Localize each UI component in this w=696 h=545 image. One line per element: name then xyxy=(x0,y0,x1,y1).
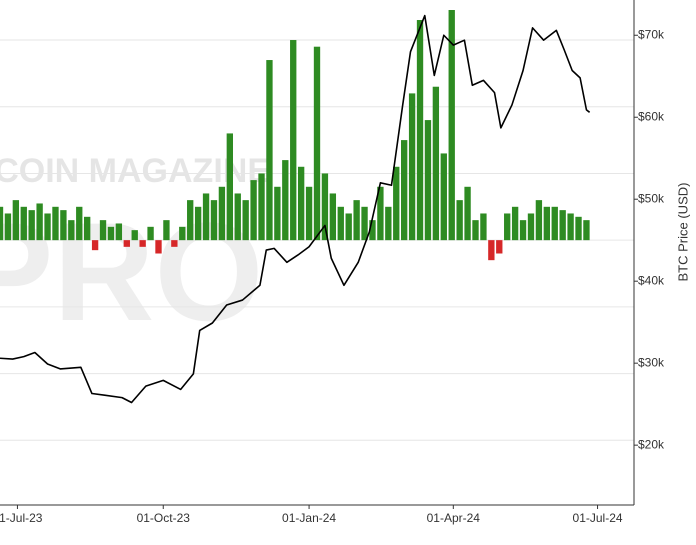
flow-bar xyxy=(353,200,360,241)
flow-bar xyxy=(147,226,154,241)
y-tick-label: $20k xyxy=(638,437,665,451)
flow-bar xyxy=(4,213,12,241)
flow-bar xyxy=(472,220,479,241)
flow-bar xyxy=(416,20,424,241)
flow-bar xyxy=(266,60,273,241)
flow-bar xyxy=(385,206,392,241)
flow-bar xyxy=(36,203,43,241)
flow-bar xyxy=(424,120,432,241)
flow-bar xyxy=(480,213,487,241)
flow-bar xyxy=(218,186,226,241)
flow-bar xyxy=(226,133,233,241)
flow-bar xyxy=(329,193,337,241)
flow-bar xyxy=(464,186,471,241)
flow-bar xyxy=(527,213,535,241)
flow-bar xyxy=(313,46,321,241)
flow-bar xyxy=(60,210,67,241)
flow-bar xyxy=(52,206,59,241)
flow-bar xyxy=(290,40,297,241)
flow-bar xyxy=(131,230,138,241)
flow-bar xyxy=(519,220,527,241)
flow-bar xyxy=(163,220,170,241)
watermark-brand: BITCOIN MAGAZINE xyxy=(0,152,270,190)
flow-bar xyxy=(76,206,83,241)
flow-bar xyxy=(361,206,368,241)
flow-bar xyxy=(123,240,130,247)
flow-bar xyxy=(377,186,384,241)
flow-bar xyxy=(511,206,519,241)
flow-bar xyxy=(448,10,455,241)
flow-bar xyxy=(543,206,550,241)
flow-bar xyxy=(575,216,582,241)
y-tick-label: $50k xyxy=(638,191,665,205)
y-tick-label: $40k xyxy=(638,273,665,287)
flow-bar xyxy=(20,206,27,241)
flow-bar xyxy=(274,186,281,241)
flow-bar xyxy=(297,166,305,241)
flow-bar xyxy=(535,200,543,241)
flow-bar xyxy=(44,213,51,241)
flow-bar xyxy=(171,240,178,247)
flow-bar xyxy=(139,240,146,247)
x-tick-label: 01-Jul-24 xyxy=(573,511,623,525)
flow-bar xyxy=(28,210,35,241)
y-axis-title: BTC Price (USD) xyxy=(675,183,690,282)
y-tick-label: $60k xyxy=(638,109,665,123)
flow-bar xyxy=(305,186,313,241)
flow-bar xyxy=(401,140,408,241)
flow-bar xyxy=(440,153,447,241)
flow-bar xyxy=(488,240,495,261)
flow-bar xyxy=(91,240,99,251)
x-tick-label: 01-Oct-23 xyxy=(137,511,191,525)
flow-bar xyxy=(155,240,162,254)
flow-bar xyxy=(321,173,329,241)
flow-bar xyxy=(194,206,202,241)
flow-bar xyxy=(456,200,463,241)
x-tick-label: 01-Apr-24 xyxy=(427,511,481,525)
flow-bar xyxy=(337,206,344,241)
flow-bar xyxy=(0,206,4,241)
flow-bar xyxy=(504,213,511,241)
flow-bar xyxy=(210,200,218,241)
flow-bar xyxy=(567,213,574,241)
price-line xyxy=(0,14,591,404)
flow-bar xyxy=(250,180,257,241)
flow-bar xyxy=(234,193,241,241)
flow-bar xyxy=(179,226,186,241)
flow-bar xyxy=(345,213,352,241)
flow-bar xyxy=(282,160,289,241)
flow-bar xyxy=(202,193,210,241)
flow-bar xyxy=(242,200,249,241)
flow-bar xyxy=(68,220,75,241)
flow-bar xyxy=(12,200,20,241)
flow-bar xyxy=(432,86,440,241)
flow-bar xyxy=(583,220,590,241)
flow-bar xyxy=(107,226,115,241)
y-tick-label: $70k xyxy=(638,27,665,41)
y-tick-label: $30k xyxy=(638,355,665,369)
flow-bar xyxy=(99,220,107,241)
flow-bar xyxy=(551,206,558,241)
x-tick-label: 01-Jan-24 xyxy=(282,511,336,525)
flow-bar xyxy=(187,200,194,241)
flow-bar xyxy=(393,166,400,241)
flow-bar xyxy=(115,223,123,241)
x-tick-label: 01-Jul-23 xyxy=(0,511,43,525)
flow-bar xyxy=(408,93,416,241)
flow-bar xyxy=(369,220,376,241)
flow-bar xyxy=(559,210,566,241)
flow-bar xyxy=(496,240,503,254)
flow-bar xyxy=(258,173,265,241)
flow-bar xyxy=(84,216,91,241)
